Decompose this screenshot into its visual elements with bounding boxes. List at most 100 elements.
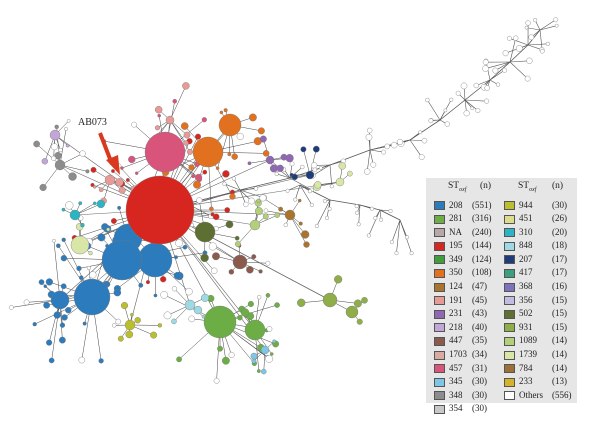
tree-node [373,216,378,221]
legend-swatch [504,296,515,306]
tree-node [219,110,224,115]
tree-node [112,323,117,328]
tree-node [228,351,235,358]
tree-node [64,127,68,131]
tree-node [183,131,191,139]
tree-node [160,276,167,283]
tree-node [111,169,115,173]
tree-node [334,275,343,284]
tree-node [322,198,327,203]
tree-node [283,222,288,228]
tree-node [203,305,237,339]
tree-node [222,181,227,186]
tree-node [69,209,81,221]
tree-node [495,82,501,87]
tree-node [176,356,182,363]
legend-label: 348 [449,389,463,400]
legend-label: 231 [449,308,463,319]
tree-node [134,317,141,324]
tree-node [269,164,278,173]
tree-node [356,318,363,325]
tree-node [554,23,559,28]
legend-count: (108) [472,267,492,278]
tree-node [525,20,531,26]
tree-node [274,171,279,176]
tree-node [41,158,49,165]
legend-count: (556) [552,389,572,400]
tree-node [248,113,257,122]
legend-swatch [504,323,515,333]
tree-node [106,282,111,287]
tree-node [180,122,189,130]
tree-node [54,124,59,130]
tree-node [384,143,390,150]
legend-label: 944 [519,199,533,210]
tree-node [45,278,54,286]
tree-node [265,354,274,363]
tree-node [335,177,345,187]
legend-label: 354 [449,403,463,414]
tree-node [125,175,195,245]
legend-count: (144) [472,240,492,251]
legend-label: 233 [519,376,533,387]
tree-node [60,283,67,290]
legend-swatch [434,255,445,265]
tree-node [211,267,218,274]
legend-count: (47) [472,281,487,292]
tree-node [394,251,399,256]
legend-count: (316) [472,213,492,224]
legend-label: 349 [449,253,463,264]
tree-node [138,282,144,288]
tree-node [314,181,322,189]
legend-swatch [504,391,515,401]
tree-node [38,279,45,285]
tree-node [144,131,186,173]
legend-swatch [434,391,445,401]
legend-swatch [434,336,445,346]
tree-node [184,299,196,311]
tree-node [61,207,66,212]
legend-swatch [434,296,445,306]
tree-node [260,345,270,355]
legend-swatch [504,364,515,374]
tree-node [202,169,208,175]
tree-node [276,164,284,172]
tree-node [248,197,255,205]
tree-node [256,198,261,203]
tree-node [173,271,182,280]
tree-node [301,230,310,239]
tree-node [492,67,499,74]
tree-node [46,339,53,346]
legend-count: (17) [552,253,567,264]
tree-node [338,162,346,170]
tree-node [540,48,545,54]
tree-node [194,221,216,243]
tree-node [502,67,508,73]
legend-count: (13) [552,376,567,387]
legend-label: 1089 [519,335,537,346]
tree-node [240,308,250,317]
tree-node [506,35,512,41]
tree-node [229,193,236,200]
tree-node [297,298,306,307]
legend-count: (14) [552,349,567,360]
legend-swatch [434,309,445,319]
tree-node [157,113,161,118]
legend-label: 208 [449,199,463,210]
tree-node [76,265,82,272]
tree-node [278,206,284,212]
tree-node [545,41,550,46]
tree-node [194,173,203,182]
tree-node [175,239,183,247]
legend-swatch [434,377,445,387]
legend-count: (34) [472,349,487,360]
tree-node [318,166,323,170]
tree-node [115,178,124,187]
tree-node [502,50,509,57]
isolate-label: AB073 [78,117,107,128]
tree-node [266,326,273,332]
tree-node [307,189,312,194]
tree-node [228,269,235,275]
tree-node [92,201,97,206]
tree-node [98,358,104,364]
